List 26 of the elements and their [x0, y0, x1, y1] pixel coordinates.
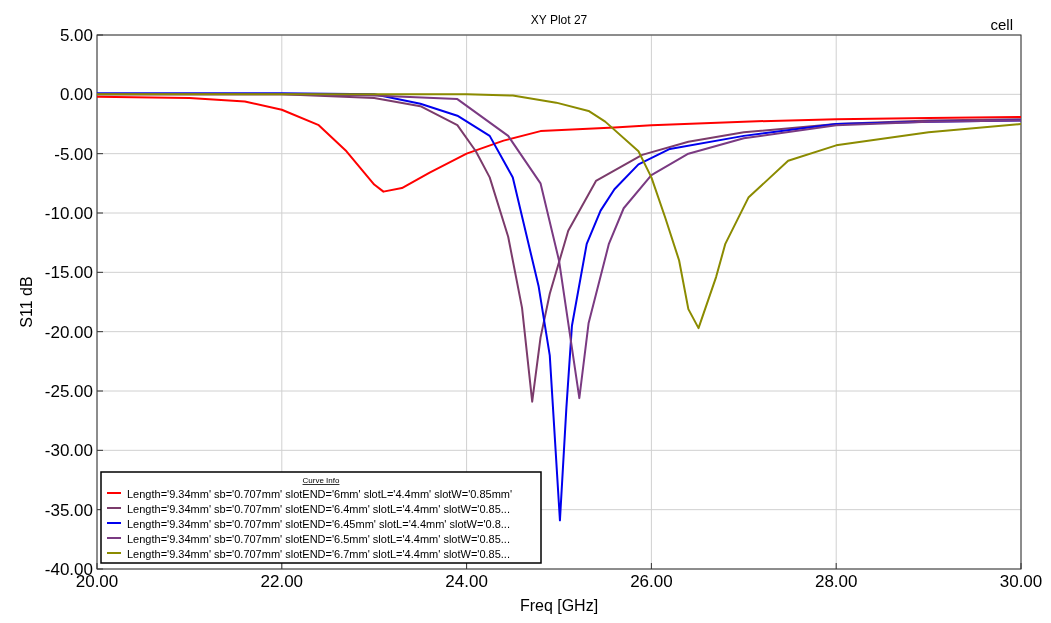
chart-title: XY Plot 27 — [530, 13, 588, 27]
x-tick-label: 22.00 — [260, 572, 304, 591]
legend-label: Length='9.34mm' sb='0.707mm' slotEND='6.4mm' slotL='4.4mm' slotW='0.85... — [127, 502, 510, 515]
line-series — [96, 93, 1022, 330]
text: cell — [990, 16, 1013, 33]
x-tick-label: 24.00 — [445, 572, 488, 591]
y-tick-label: -15.00 — [44, 263, 93, 283]
legend-label: Length='9.34mm' sb='0.707mm' slotEND='6mm' slotL='4.4mm' slotW='0.85mm' — [127, 487, 513, 500]
y-tick-label: -5.00 — [54, 144, 93, 164]
y-tick-label: -10.00 — [44, 204, 93, 223]
y-tick-label: -25.00 — [44, 382, 93, 401]
x-tick-label: 30.00 — [999, 572, 1043, 591]
legend-label: Length='9.34mm' sb='0.707mm' slotEND='6.5mm' slotL='4.4mm' slotW='0.85... — [127, 532, 510, 545]
y-axis-title: S11 dB — [18, 276, 35, 328]
y-tick-label: 5.00 — [59, 26, 93, 45]
line-series — [96, 95, 1022, 193]
y-tick-label: -30.00 — [44, 441, 93, 461]
x-tick-label: 26.00 — [630, 572, 673, 591]
x-tick-label: 28.00 — [814, 572, 858, 591]
legend-label: Length='9.34mm' sb='0.707mm' slotEND='6.7mm' slotL='4.4mm' slotW='0.85... — [127, 547, 510, 560]
y-tick-label: -35.00 — [44, 500, 93, 520]
x-axis-title: Freq [GHz] — [519, 597, 599, 614]
legend-title: Curve Info — [302, 476, 340, 485]
y-tick-label: -20.00 — [44, 322, 93, 342]
legend-label: Length='9.34mm' sb='0.707mm' slotEND='6.45mm' slotL='4.4mm' slotW='0.8... — [127, 517, 510, 530]
y-tick-label: 0.00 — [59, 85, 93, 105]
